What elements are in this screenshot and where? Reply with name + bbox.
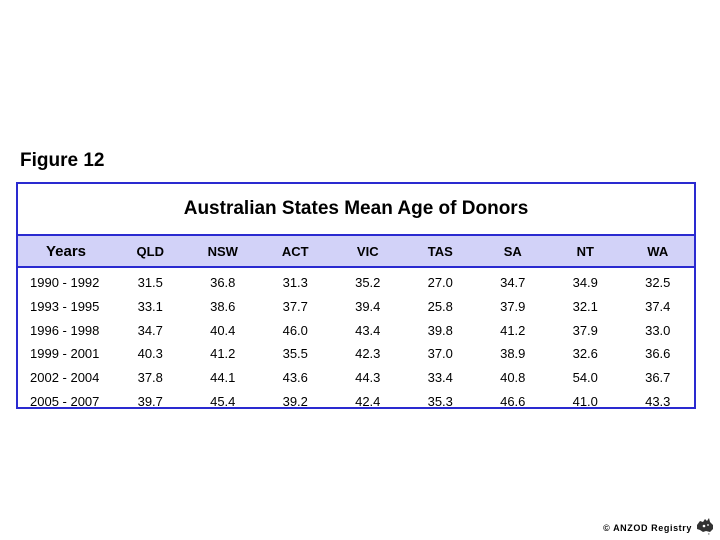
value-cell: 39.2 [282, 393, 308, 409]
header-qld: QLD [136, 243, 164, 259]
value-cell: 36.8 [210, 275, 236, 291]
value-cell: 32.6 [572, 346, 598, 362]
header-tas: TAS [427, 243, 453, 259]
value-cell: 40.4 [210, 322, 236, 338]
value-cell: 41.2 [210, 346, 236, 362]
value-cell: 37.9 [500, 299, 526, 315]
value-cell: 41.0 [572, 393, 598, 409]
table-row: 1996 - 1998 34.7 40.4 46.0 43.4 39.8 41.2 37.9 3… [18, 318, 694, 342]
value-cell: 40.3 [137, 346, 163, 362]
row-years-cell: 1999 - 2001 [30, 346, 100, 362]
value-cell: 39.8 [427, 322, 453, 338]
value-cell: 27.0 [427, 275, 453, 291]
value-cell: 46.6 [500, 393, 526, 409]
value-cell: 34.7 [137, 322, 163, 338]
header-nsw: NSW [207, 243, 238, 259]
value-cell: 40.8 [500, 370, 526, 386]
header-wa: WA [647, 243, 669, 259]
australia-map-icon [697, 518, 713, 535]
value-cell: 38.6 [210, 299, 236, 315]
value-cell: 44.1 [210, 370, 236, 386]
value-cell: 43.6 [282, 370, 308, 386]
figure-label: Figure 12 [20, 150, 105, 171]
value-cell: 32.5 [645, 275, 671, 291]
value-cell: 54.0 [572, 370, 598, 386]
value-cell: 46.0 [282, 322, 308, 338]
value-cell: 36.6 [645, 346, 671, 362]
header-nt: NT [576, 243, 594, 259]
value-cell: 33.4 [427, 370, 453, 386]
table-row: 1990 - 1992 31.5 36.8 31.3 35.2 27.0 34.7 34.9 3… [18, 271, 694, 295]
header-act: ACT [281, 243, 309, 259]
table-header-row: Years QLD NSW ACT VIC TAS SA NT WA [18, 236, 694, 268]
value-cell: 32.1 [572, 299, 598, 315]
value-cell: 43.4 [355, 322, 381, 338]
header-sa: SA [503, 243, 522, 259]
value-cell: 35.2 [355, 275, 381, 291]
value-cell: 37.0 [427, 346, 453, 362]
value-cell: 39.7 [137, 393, 163, 409]
table-title: Australian States Mean Age of Donors [18, 184, 694, 236]
copyright-text: © ANZOD Registry [603, 523, 692, 533]
value-cell: 35.5 [282, 346, 308, 362]
row-years-cell: 1993 - 1995 [30, 299, 100, 315]
value-cell: 43.3 [645, 393, 671, 409]
value-cell: 33.1 [137, 299, 163, 315]
value-cell: 33.0 [645, 322, 671, 338]
value-cell: 39.4 [355, 299, 381, 315]
table-row: 1999 - 2001 40.3 41.2 35.5 42.3 37.0 38.9 32.6 3… [18, 342, 694, 366]
header-vic: VIC [356, 243, 379, 259]
row-years-cell: 2005 - 2007 [30, 393, 100, 409]
value-cell: 37.4 [645, 299, 671, 315]
value-cell: 42.3 [355, 346, 381, 362]
value-cell: 44.3 [355, 370, 381, 386]
value-cell: 35.3 [427, 393, 453, 409]
value-cell: 38.9 [500, 346, 526, 362]
row-years-cell: 2002 - 2004 [30, 370, 100, 386]
value-cell: 34.9 [572, 275, 598, 291]
value-cell: 37.8 [137, 370, 163, 386]
data-table: Australian States Mean Age of Donors Yea… [16, 182, 696, 409]
value-cell: 36.7 [645, 370, 671, 386]
table-row: 1993 - 1995 33.1 38.6 37.7 39.4 25.8 37.9 32.1 3… [18, 295, 694, 319]
table-body: 1990 - 1992 31.5 36.8 31.3 35.2 27.0 34.7 34.9 3… [18, 268, 694, 413]
row-years-cell: 1996 - 1998 [30, 322, 100, 338]
table-row: 2002 - 2004 37.8 44.1 43.6 44.3 33.4 40.8 54.0 3… [18, 366, 694, 390]
row-years-cell: 1990 - 1992 [30, 275, 100, 291]
header-years: Years [45, 242, 87, 260]
value-cell: 31.5 [137, 275, 163, 291]
table-row: 2005 - 2007 39.7 45.4 39.2 42.4 35.3 46.6 41.0 4… [18, 389, 694, 413]
value-cell: 37.7 [282, 299, 308, 315]
value-cell: 31.3 [282, 275, 308, 291]
value-cell: 42.4 [355, 393, 381, 409]
value-cell: 41.2 [500, 322, 526, 338]
value-cell: 45.4 [210, 393, 236, 409]
value-cell: 37.9 [572, 322, 598, 338]
value-cell: 25.8 [427, 299, 453, 315]
value-cell: 34.7 [500, 275, 526, 291]
